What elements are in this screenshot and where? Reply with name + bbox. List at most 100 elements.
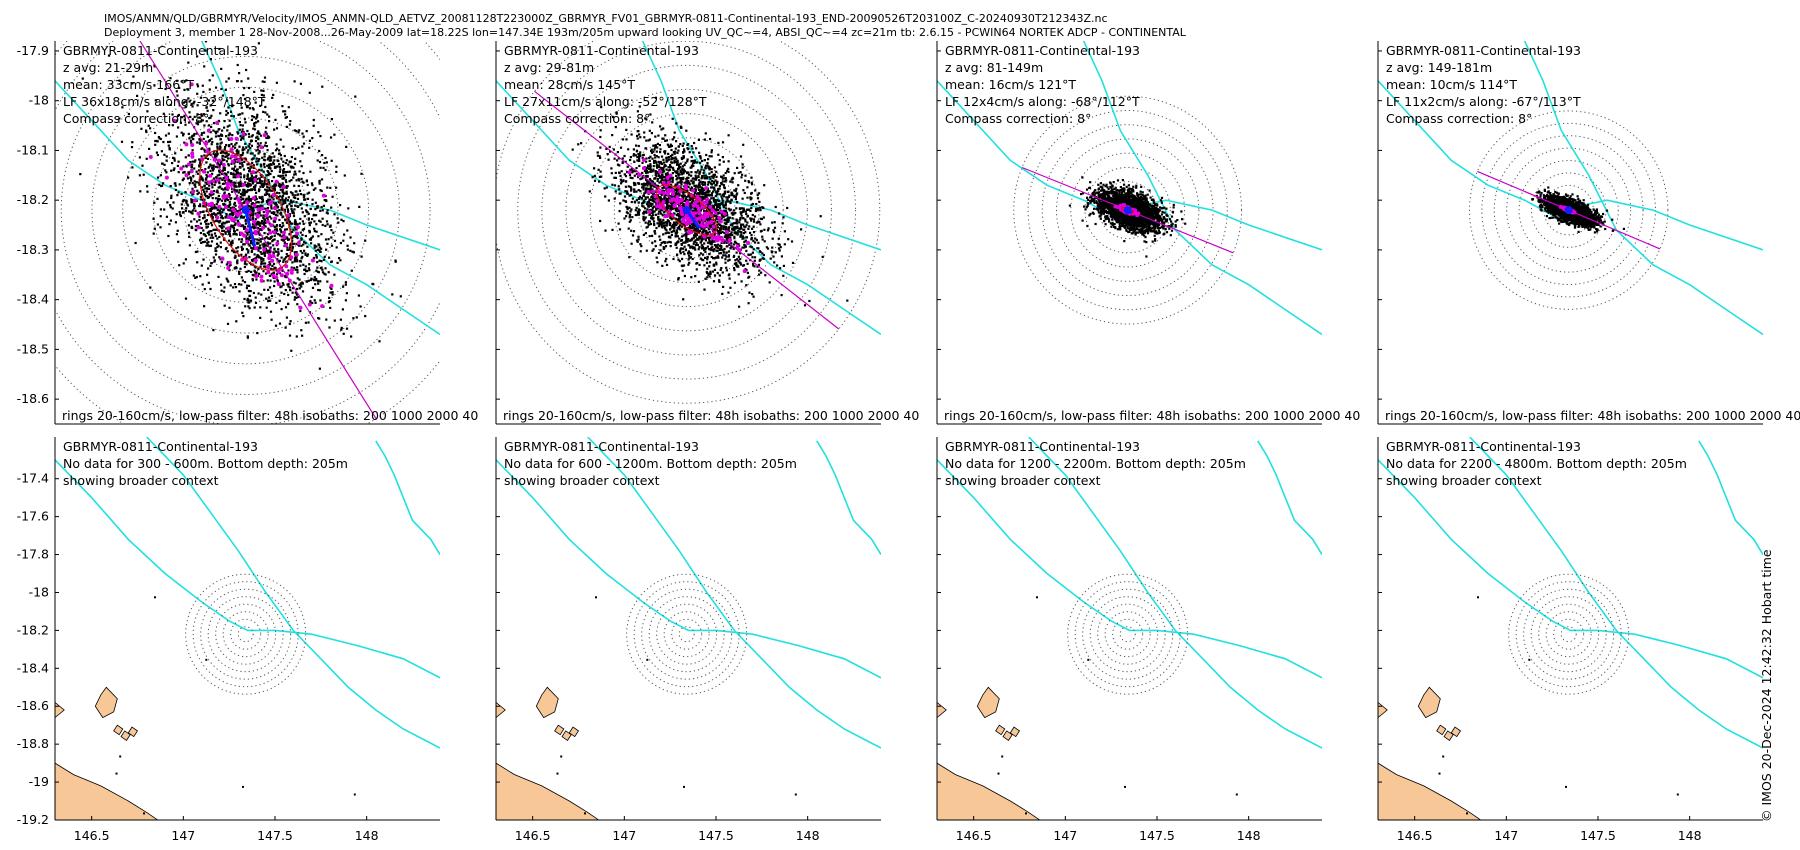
scatter-point — [646, 184, 649, 187]
scatter-point — [660, 173, 664, 176]
plot-area — [55, 41, 440, 424]
scatter-point — [268, 165, 271, 168]
scatter-point — [233, 197, 236, 200]
scatter-point — [262, 262, 265, 265]
scatter-point — [685, 238, 688, 241]
y-tick-label: -17.9 — [17, 43, 49, 58]
scatter-point — [677, 174, 680, 177]
scatter-point — [289, 258, 292, 261]
scatter-point — [297, 295, 300, 299]
scatter-point — [236, 250, 239, 253]
scatter-point — [646, 208, 649, 211]
scatter-point — [292, 281, 295, 284]
scatter-point — [329, 291, 332, 294]
scatter-point — [243, 160, 246, 163]
scatter-point — [676, 235, 679, 238]
scatter-point — [703, 138, 706, 141]
scatter-point — [272, 212, 275, 215]
scatter-point — [214, 132, 218, 135]
scatter-point — [702, 192, 705, 195]
scatter-point — [159, 174, 162, 177]
scatter-point — [257, 130, 260, 133]
scatter-point — [614, 126, 617, 129]
scatter-point — [689, 256, 692, 259]
scatter-point — [736, 192, 739, 195]
scatter-point — [196, 55, 199, 58]
scatter-point — [689, 187, 692, 190]
scatter-point — [299, 82, 302, 85]
scatter-point — [258, 132, 261, 135]
scatter-point — [240, 245, 243, 248]
scatter-point — [739, 252, 742, 255]
scatter-point — [664, 224, 667, 227]
scatter-point — [273, 202, 276, 205]
scatter-point — [708, 172, 711, 175]
scatter-point — [739, 218, 742, 221]
lowpass-point — [215, 178, 220, 183]
scatter-point — [258, 247, 261, 250]
scatter-point — [656, 177, 659, 181]
scatter-point — [206, 157, 210, 160]
scatter-point — [312, 188, 315, 191]
scatter-point — [170, 196, 173, 200]
scatter-point — [303, 194, 306, 197]
scatter-point — [264, 111, 267, 114]
scatter-point — [293, 242, 296, 245]
scatter-point — [739, 171, 742, 174]
scatter-point — [229, 203, 232, 206]
scatter-point — [232, 286, 235, 289]
scatter-point — [655, 226, 658, 230]
scatter-point — [596, 154, 599, 157]
scatter-point — [153, 201, 156, 204]
scatter-point — [329, 286, 332, 289]
scatter-point — [275, 191, 278, 194]
scatter-point — [227, 153, 230, 156]
scatter-point — [225, 227, 228, 230]
scatter-point — [233, 232, 236, 235]
scatter-point — [652, 211, 655, 214]
scatter-point — [295, 335, 298, 338]
scatter-point — [648, 159, 651, 162]
scatter-point — [663, 195, 666, 198]
scatter-point — [763, 184, 766, 187]
scatter-point — [248, 168, 251, 171]
scatter-point — [273, 228, 276, 231]
scatter-point — [640, 183, 643, 186]
scatter-point — [205, 161, 208, 164]
scatter-point — [275, 197, 278, 200]
scatter-point — [774, 251, 777, 254]
scatter-point — [751, 183, 754, 186]
scatter-point — [728, 258, 731, 261]
scatter-point — [253, 115, 256, 119]
scatter-point — [248, 184, 252, 187]
scatter-point — [724, 258, 727, 261]
scatter-point — [748, 291, 751, 294]
scatter-point — [166, 201, 169, 204]
scatter-point — [280, 213, 283, 216]
scatter-point — [290, 207, 293, 210]
scatter-point — [706, 183, 710, 186]
scatter-point — [732, 177, 735, 180]
scatter-point — [712, 182, 716, 185]
scatter-point — [316, 266, 319, 269]
scatter-point — [753, 215, 757, 218]
lowpass-points — [148, 82, 334, 310]
scatter-point — [757, 220, 760, 223]
scatter-point — [694, 243, 697, 247]
scatter-point — [661, 264, 664, 267]
scatter-point — [280, 235, 283, 238]
scatter-point — [245, 248, 248, 251]
scatter-point — [759, 250, 762, 254]
lowpass-point — [307, 302, 312, 307]
scatter-point — [191, 182, 194, 185]
scatter-point — [736, 201, 739, 204]
scatter-point — [358, 205, 361, 208]
scatter-point — [257, 137, 260, 140]
scatter-point — [301, 255, 304, 258]
scatter-point — [633, 190, 636, 193]
scatter-point — [639, 154, 642, 158]
scatter-point — [276, 214, 279, 217]
scatter-point — [179, 213, 182, 216]
scatter-point — [738, 207, 742, 210]
scatter-point — [726, 220, 729, 223]
